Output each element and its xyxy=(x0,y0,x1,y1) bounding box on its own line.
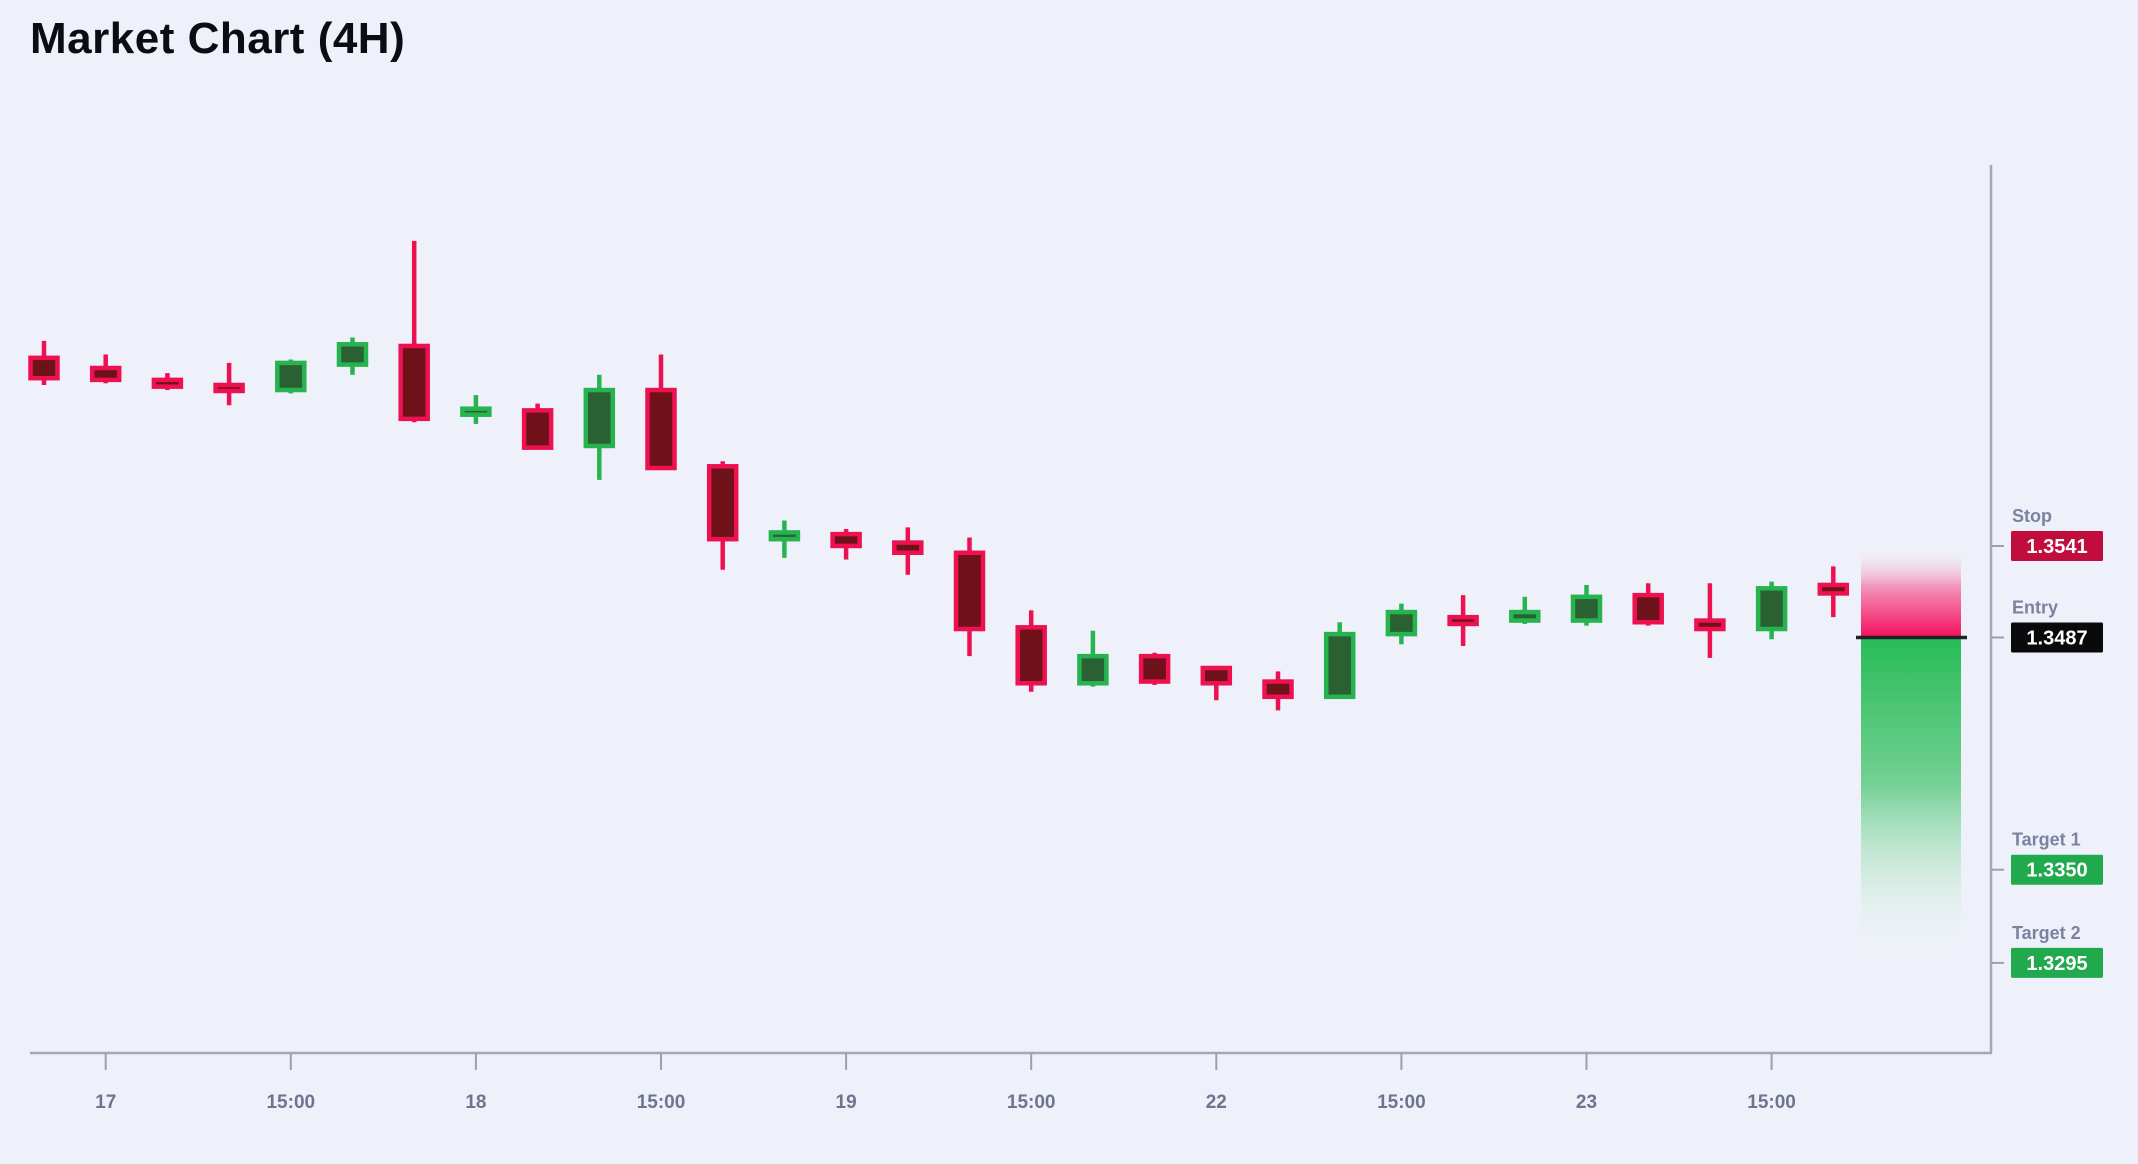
candle-bear xyxy=(213,362,245,406)
candle-bull xyxy=(1570,584,1603,626)
level-name: Target 2 xyxy=(2012,923,2081,943)
candle-bear xyxy=(706,461,739,570)
candle-body xyxy=(1694,618,1726,632)
candle-body xyxy=(583,387,616,449)
candle-body xyxy=(1570,594,1603,623)
candle-bull xyxy=(1077,630,1109,687)
candle-bear xyxy=(1015,610,1047,692)
time-axis-label: 15:00 xyxy=(1747,1092,1796,1113)
time-axis-label: 18 xyxy=(465,1092,486,1113)
level-value: 1.3350 xyxy=(2026,860,2087,882)
candle-body xyxy=(151,377,184,389)
candle-body xyxy=(336,342,369,367)
candle-bear xyxy=(1447,595,1479,646)
risk-zone xyxy=(1861,545,1961,638)
candle-bear xyxy=(1200,665,1233,701)
candle-bear xyxy=(28,340,60,385)
candle-body xyxy=(460,406,492,417)
candle-bear xyxy=(830,529,862,560)
candle-body xyxy=(1817,582,1850,596)
time-axis-label: 17 xyxy=(95,1092,116,1113)
candle-bear xyxy=(89,354,122,384)
candle-bull xyxy=(1755,581,1788,640)
level-name: Entry xyxy=(2012,598,2058,618)
candle-body xyxy=(953,550,986,632)
candle-body xyxy=(1077,653,1109,686)
candle-body xyxy=(1632,592,1664,625)
candle-body xyxy=(1200,665,1233,686)
time-axis-label: 19 xyxy=(836,1092,857,1113)
candle-body xyxy=(89,365,122,383)
candle-body xyxy=(1447,614,1479,627)
candle-body xyxy=(398,343,430,422)
candle-body xyxy=(1262,679,1294,700)
candle-bear xyxy=(1632,583,1664,626)
candle-bear xyxy=(953,537,986,657)
candle-bear xyxy=(398,240,430,423)
level-value: 1.3295 xyxy=(2026,953,2087,975)
candle-body xyxy=(1509,609,1541,623)
candle-body xyxy=(1138,653,1171,684)
candle-bull xyxy=(275,359,307,394)
candle-bull xyxy=(1385,603,1418,645)
level-value: 1.3541 xyxy=(2026,536,2087,558)
candle-bear xyxy=(151,373,184,391)
candle-bull xyxy=(1509,596,1541,624)
time-axis-label: 15:00 xyxy=(1007,1092,1056,1113)
reward-zone xyxy=(1861,637,1961,963)
level-name: Target 1 xyxy=(2012,830,2081,850)
level-value-box xyxy=(2011,947,2103,978)
candle-body xyxy=(1755,586,1788,632)
candle-bear xyxy=(892,527,924,575)
candle-body xyxy=(768,530,801,542)
candle-body xyxy=(1015,625,1047,686)
candle-bear xyxy=(645,354,677,471)
candle-body xyxy=(213,382,245,394)
level-value-box xyxy=(2011,854,2103,885)
candle-bear xyxy=(1817,566,1850,618)
candle-body xyxy=(521,408,554,450)
candle-body xyxy=(1385,609,1418,637)
candle-bear xyxy=(521,403,554,450)
candle-body xyxy=(1323,631,1356,700)
candle-body xyxy=(28,355,60,381)
candle-body xyxy=(706,464,739,542)
candle-bull xyxy=(583,374,616,480)
candle-body xyxy=(645,387,677,471)
candle-bear xyxy=(1694,583,1726,658)
time-axis-label: 22 xyxy=(1206,1092,1227,1113)
candle-bear xyxy=(1138,652,1171,685)
candle-body xyxy=(275,360,307,393)
candle-bull xyxy=(768,520,801,558)
candle-body xyxy=(830,531,862,549)
page-title: Market Chart (4H) xyxy=(30,14,406,63)
candle-bull xyxy=(460,395,492,424)
candle-bull xyxy=(336,337,369,375)
candle-body xyxy=(892,540,924,556)
level-name: Stop xyxy=(2012,506,2052,526)
time-axis-label: 15:00 xyxy=(637,1092,686,1113)
level-value: 1.3487 xyxy=(2026,628,2087,650)
time-axis-label: 15:00 xyxy=(1377,1092,1426,1113)
candle-bull xyxy=(1323,622,1356,700)
level-value-box xyxy=(2011,622,2103,653)
time-axis-label: 15:00 xyxy=(266,1092,315,1113)
level-value-box xyxy=(2011,530,2103,561)
time-axis-label: 23 xyxy=(1576,1092,1597,1113)
candle-bear xyxy=(1262,671,1294,711)
